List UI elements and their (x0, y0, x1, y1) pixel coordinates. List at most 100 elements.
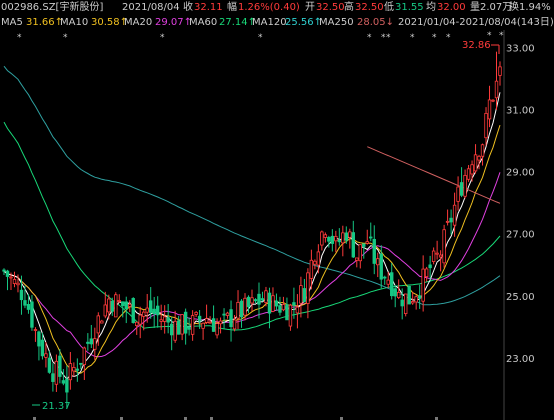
candle-body[interactable] (138, 314, 142, 325)
candle-body[interactable] (12, 279, 17, 284)
candle-body[interactable] (424, 268, 429, 278)
candle-body[interactable] (498, 66, 502, 76)
candle-body[interactable] (201, 322, 205, 329)
event-marker[interactable]: * (410, 33, 415, 43)
candle-body[interactable] (61, 380, 66, 384)
candle-body[interactable] (494, 80, 499, 99)
candle-body[interactable] (51, 373, 55, 382)
candle-body[interactable] (72, 367, 76, 372)
candle-body[interactable] (208, 321, 212, 324)
candle-body[interactable] (54, 360, 59, 385)
candle-body[interactable] (239, 300, 244, 318)
candle-body[interactable] (58, 355, 62, 377)
candle-body[interactable] (194, 311, 198, 315)
candle-body[interactable] (372, 238, 376, 264)
event-marker[interactable]: * (381, 33, 386, 43)
candle-body[interactable] (320, 231, 324, 246)
candle-body[interactable] (487, 99, 492, 120)
candle-body[interactable] (309, 259, 314, 279)
candle-body[interactable] (19, 289, 24, 301)
candle-body[interactable] (155, 305, 160, 316)
candle-body[interactable] (149, 300, 153, 313)
candle-body[interactable] (162, 316, 167, 322)
event-marker[interactable]: * (499, 31, 504, 41)
candle-body[interactable] (362, 243, 366, 247)
candle-body[interactable] (187, 326, 191, 330)
candle-body[interactable] (16, 282, 20, 286)
candle-body[interactable] (288, 304, 293, 327)
candle-body[interactable] (327, 237, 331, 242)
candle-body[interactable] (82, 347, 87, 365)
candle-body[interactable] (410, 301, 415, 304)
candle-body[interactable] (449, 217, 453, 223)
candle-body[interactable] (403, 293, 408, 314)
candle-body[interactable] (96, 315, 101, 334)
candle-body[interactable] (281, 304, 286, 311)
candle-body[interactable] (229, 309, 233, 328)
candle-body[interactable] (250, 297, 254, 304)
candle-body[interactable] (44, 353, 48, 358)
candle-body[interactable] (33, 329, 38, 331)
candle-body[interactable] (491, 99, 495, 102)
event-marker[interactable]: * (386, 33, 391, 43)
candle-body[interactable] (358, 244, 362, 262)
candle-body[interactable] (316, 251, 321, 266)
candle-body[interactable] (323, 234, 328, 238)
candle-body[interactable] (330, 235, 335, 244)
candle-body[interactable] (152, 308, 156, 315)
candle-body[interactable] (204, 318, 209, 323)
candle-body[interactable] (107, 298, 111, 313)
candle-body[interactable] (274, 300, 279, 307)
candle-body[interactable] (121, 301, 125, 307)
candle-body[interactable] (407, 285, 411, 305)
candle-body[interactable] (477, 155, 481, 161)
candle-body[interactable] (438, 254, 443, 258)
event-marker[interactable]: * (367, 33, 372, 43)
candle-body[interactable] (302, 288, 307, 302)
candle-body[interactable] (383, 276, 387, 279)
candle-body[interactable] (173, 320, 177, 341)
candle-body[interactable] (421, 268, 425, 302)
candle-body[interactable] (68, 363, 73, 381)
candle-body[interactable] (348, 231, 352, 238)
candle-body[interactable] (337, 239, 342, 243)
candle-body[interactable] (278, 305, 282, 313)
candle-body[interactable] (47, 357, 52, 373)
candle-body[interactable] (135, 321, 139, 327)
candle-body[interactable] (463, 175, 467, 197)
event-marker[interactable]: * (446, 33, 451, 43)
candle-body[interactable] (246, 296, 251, 308)
candle-body[interactable] (142, 311, 146, 317)
candle-body[interactable] (222, 313, 226, 316)
candle-body[interactable] (456, 186, 460, 202)
candle-body[interactable] (89, 338, 94, 345)
candle-body[interactable] (159, 319, 163, 322)
candle-body[interactable] (292, 302, 296, 306)
candle-body[interactable] (30, 301, 34, 328)
candle-body[interactable] (299, 285, 303, 304)
candle-body[interactable] (23, 300, 27, 306)
candle-body[interactable] (103, 304, 107, 317)
candle-body[interactable] (414, 296, 418, 303)
candle-body[interactable] (295, 306, 300, 314)
event-marker[interactable]: * (487, 31, 492, 41)
candle-body[interactable] (445, 220, 450, 223)
candle-body[interactable] (5, 270, 10, 277)
candle-body[interactable] (65, 378, 69, 393)
candle-body[interactable] (131, 298, 135, 323)
candle-body[interactable] (271, 295, 275, 312)
candle-body[interactable] (169, 323, 174, 336)
candle-body[interactable] (459, 182, 464, 196)
candle-body[interactable] (473, 154, 478, 172)
candle-body[interactable] (124, 301, 128, 310)
candle-body[interactable] (365, 241, 369, 244)
candle-body[interactable] (369, 236, 373, 239)
candle-body[interactable] (128, 303, 132, 307)
candle-body[interactable] (400, 299, 404, 307)
candle-body[interactable] (40, 339, 45, 357)
candle-body[interactable] (75, 368, 80, 371)
candle-body[interactable] (9, 276, 13, 279)
candle-body[interactable] (267, 292, 272, 314)
candle-body[interactable] (79, 362, 83, 365)
